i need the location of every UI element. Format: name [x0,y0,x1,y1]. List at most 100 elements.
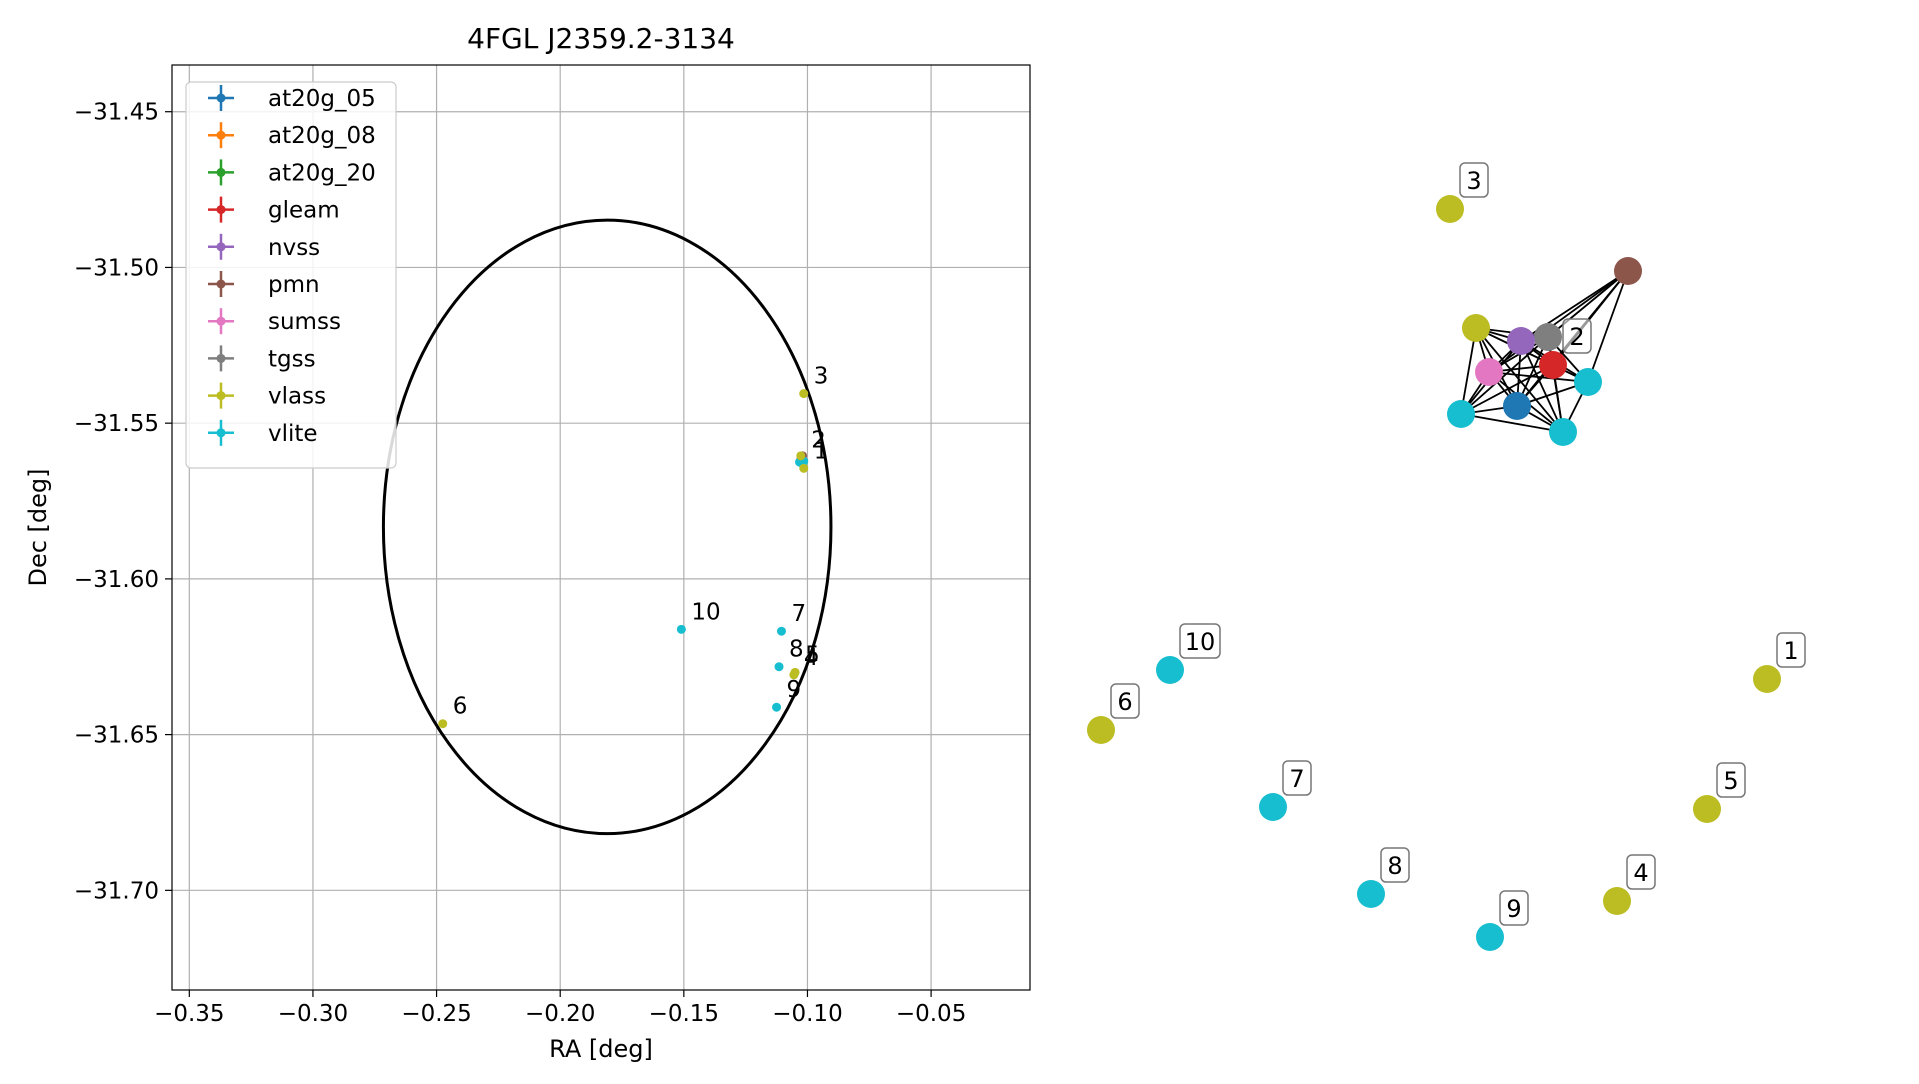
data-point-vlass [799,389,809,399]
graph-node-n5 [1693,795,1721,823]
axes-frame [171,64,1031,991]
node-label: 7 [1289,765,1304,793]
legend-marker-dot [216,93,226,103]
graph-edge [1587,270,1629,383]
data-point-vlite [774,662,784,672]
point-label: 1 [814,438,829,464]
graph-node-n8 [1357,880,1385,908]
node-label: 6 [1117,688,1132,716]
y-tick-label: −31.70 [74,878,159,904]
x-tick-label: −0.20 [525,1001,595,1027]
point-label: 4 [804,645,819,671]
x-tick-label: −0.10 [772,1001,842,1027]
graph-edge [1488,270,1629,373]
y-tick-label: −31.50 [74,255,159,281]
legend-marker-dot [216,353,226,363]
legend-label-pmn: pmn [268,272,320,298]
node-label-box [1626,854,1656,890]
graph-node-vlite_b [1447,400,1475,428]
legend-label-nvss: nvss [268,235,320,261]
data-point-vlass [438,719,448,729]
graph-node-nvss [1507,327,1535,355]
graph-node-n10 [1156,656,1184,684]
legend-marker-dot [216,316,226,326]
point-labels: 21 3 54 6 7 8 9 10 [453,364,829,720]
node-label-box [1179,623,1221,659]
legend-box [185,81,397,469]
node-label-box [1776,632,1806,668]
legend-marker-dot [216,428,226,438]
node-label: 4 [1633,859,1648,887]
ellipse-outline [381,218,833,836]
network-graph: 2 3 1 5 4 6 10 7 8 9 [1087,162,1806,951]
graph-node-sumss [1475,358,1503,386]
y-axis-ticks: −31.45 −31.50 −31.55 −31.60 −31.65 −31.70 [74,100,172,904]
data-point-vlite [777,626,787,636]
node-label: 8 [1387,852,1402,880]
graph-node-vlite_c [1549,418,1577,446]
legend-marker-dot [216,130,226,140]
data-point-vlite [772,702,782,712]
point-label: 9 [787,677,802,703]
graph-node-n9 [1476,923,1504,951]
graph-node-vlite_a [1574,368,1602,396]
legend-marker-dot [216,242,226,252]
y-tick-label: −31.45 [74,100,159,126]
graph-node-gleam [1539,351,1567,379]
graph-edge [1520,340,1564,433]
x-axis-label: RA [deg] [549,1035,653,1063]
graph-edge [1460,413,1564,433]
legend-label-vlite: vlite [268,421,318,447]
point-label: 3 [814,364,829,390]
node-label-box [1110,683,1140,719]
node-label-box [1562,318,1592,354]
legend-label-gleam: gleam [268,198,340,224]
node-label-box [1380,847,1410,883]
data-point-vlass [799,463,809,473]
graph-node-vlass_a [1462,314,1490,342]
legend-label-vlass: vlass [268,384,326,410]
x-tick-label: −0.25 [401,1001,471,1027]
node-label-box [1716,762,1746,798]
x-tick-label: −0.30 [278,1001,348,1027]
data-point-vlass [796,451,806,461]
graph-edge [1460,336,1549,415]
legend-label-at20g_20: at20g_20 [268,160,376,186]
legend-marker-dot [216,391,226,401]
node-label: 3 [1466,167,1481,195]
graph-edge [1460,364,1554,415]
node-label-box [1499,890,1529,926]
point-label: 5 [805,642,820,668]
chart-title: 4FGL J2359.2-3134 [467,22,735,55]
legend-marker-dot [216,167,226,177]
point-label: 6 [453,694,468,720]
node-label: 5 [1723,767,1738,795]
y-axis-label: Dec [deg] [24,468,52,586]
scatter-points [438,389,809,729]
graph-node-n7 [1259,793,1287,821]
graph-node-labels: 2 3 1 5 4 6 10 7 8 9 [1110,162,1806,926]
y-tick-label: −31.60 [74,567,159,593]
graph-nodes [1087,195,1781,951]
graph-node-pmn [1614,257,1642,285]
point-label: 8 [789,637,804,663]
node-label: 2 [1569,323,1584,351]
graph-node-tgss [1534,323,1562,351]
x-tick-label: −0.05 [896,1001,966,1027]
node-label-box [1282,760,1312,796]
y-tick-label: −31.55 [74,411,159,437]
graph-node-n1 [1753,665,1781,693]
graph-node-n6 [1087,716,1115,744]
legend-marker-dot [216,279,226,289]
node-label-box [1459,162,1489,198]
point-label: 7 [792,601,807,627]
graph-edge [1547,270,1629,338]
legend-label-tgss: tgss [268,346,316,372]
graph-edge [1460,327,1477,415]
legend-marker-dot [216,205,226,215]
graph-edge [1488,371,1589,383]
point-label: 10 [691,599,720,625]
